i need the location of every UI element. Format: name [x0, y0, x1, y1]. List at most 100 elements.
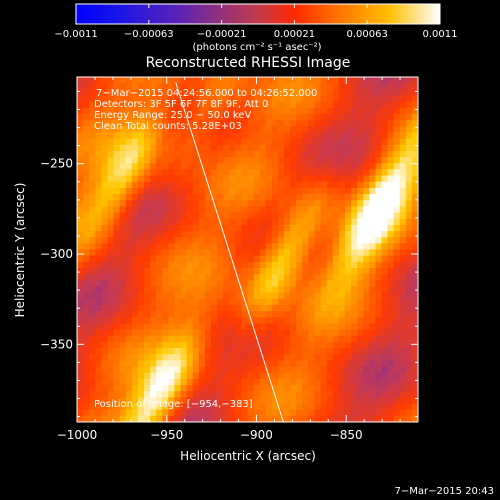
- heatmap-cell: [137, 403, 145, 411]
- heatmap-cell: [411, 218, 418, 226]
- heatmap-cell: [186, 212, 194, 220]
- heatmap-cell: [344, 194, 352, 201]
- heatmap-cell: [369, 409, 376, 417]
- heatmap-cell: [265, 181, 273, 189]
- heatmap-cell: [198, 249, 206, 257]
- heatmap-cell: [217, 138, 224, 146]
- heatmap-cell: [344, 335, 352, 343]
- heatmap-cell: [290, 415, 297, 422]
- heatmap-cell: [405, 163, 413, 171]
- heatmap-cell: [223, 224, 230, 232]
- heatmap-cell: [253, 280, 261, 288]
- heatmap-cell: [296, 360, 303, 368]
- heatmap-cell: [357, 409, 364, 417]
- heatmap-cell: [143, 311, 151, 318]
- heatmap-cell: [338, 150, 346, 158]
- heatmap-cell: [265, 267, 273, 275]
- heatmap-cell: [198, 224, 206, 232]
- heatmap-cell: [290, 95, 297, 103]
- heatmap-cell: [119, 378, 127, 386]
- heatmap-cell: [235, 237, 243, 244]
- heatmap-cell: [314, 212, 322, 220]
- heatmap-cell: [204, 95, 212, 103]
- heatmap-cell: [253, 181, 261, 189]
- heatmap-cell: [399, 175, 407, 183]
- heatmap-cell: [247, 187, 255, 195]
- heatmap-cell: [302, 391, 309, 398]
- heatmap-cell: [338, 372, 346, 380]
- heatmap-cell: [405, 150, 413, 158]
- heatmap-cell: [95, 150, 102, 158]
- heatmap-cell: [344, 372, 352, 380]
- heatmap-cell: [302, 107, 309, 115]
- heatmap-cell: [198, 181, 206, 189]
- heatmap-cell: [320, 95, 328, 103]
- heatmap-cell: [290, 83, 297, 90]
- heatmap-cell: [363, 107, 370, 115]
- heatmap-cell: [284, 280, 291, 288]
- heatmap-cell: [198, 89, 206, 97]
- heatmap-cell: [399, 304, 407, 312]
- heatmap-cell: [381, 378, 389, 386]
- heatmap-cell: [357, 163, 364, 171]
- heatmap-cell: [150, 286, 157, 294]
- heatmap-cell: [393, 113, 401, 121]
- heatmap-cell: [156, 243, 163, 251]
- heatmap-cell: [387, 274, 395, 281]
- heatmap-cell: [223, 95, 230, 103]
- heatmap-cell: [399, 101, 407, 109]
- heatmap-cell: [393, 286, 401, 294]
- heatmap-cell: [369, 101, 376, 109]
- heatmap-cell: [217, 286, 224, 294]
- heatmap-cell: [320, 237, 328, 244]
- heatmap-cell: [223, 329, 230, 337]
- heatmap-cell: [89, 175, 96, 183]
- heatmap-cell: [393, 360, 401, 368]
- heatmap-cell: [284, 144, 291, 152]
- heatmap-cell: [125, 317, 133, 325]
- heatmap-cell: [290, 231, 297, 238]
- heatmap-cell: [95, 107, 102, 115]
- heatmap-cell: [344, 323, 352, 331]
- heatmap-cell: [180, 261, 188, 269]
- heatmap-cell: [204, 415, 212, 422]
- heatmap-cell: [192, 132, 200, 140]
- heatmap-cell: [344, 354, 352, 361]
- heatmap-cell: [320, 120, 328, 127]
- heatmap-cell: [156, 206, 163, 214]
- heatmap-cell: [204, 403, 212, 411]
- heatmap-cell: [83, 415, 90, 422]
- heatmap-cell: [180, 286, 188, 294]
- heatmap-cell: [235, 113, 243, 121]
- heatmap-cell: [223, 243, 230, 251]
- heatmap-cell: [241, 298, 249, 306]
- heatmap-cell: [95, 169, 102, 177]
- heatmap-cell: [162, 181, 169, 189]
- heatmap-cell: [192, 255, 200, 263]
- heatmap-cell: [113, 107, 121, 115]
- heatmap-cell: [198, 194, 206, 201]
- heatmap-cell: [259, 144, 267, 152]
- heatmap-cell: [357, 403, 364, 411]
- heatmap-cell: [217, 274, 224, 281]
- heatmap-cell: [77, 150, 84, 158]
- heatmap-cell: [119, 181, 127, 189]
- heatmap-cell: [393, 95, 401, 103]
- heatmap-cell: [119, 163, 127, 171]
- heatmap-cell: [125, 163, 133, 171]
- heatmap-cell: [95, 255, 102, 263]
- heatmap-cell: [174, 415, 182, 422]
- heatmap-cell: [253, 372, 261, 380]
- heatmap-cell: [332, 200, 340, 207]
- heatmap-cell: [89, 169, 96, 177]
- heatmap-cell: [271, 113, 279, 121]
- heatmap-cell: [271, 132, 279, 140]
- heatmap-cell: [247, 366, 255, 374]
- heatmap-cell: [217, 267, 224, 275]
- heatmap-cell: [198, 243, 206, 251]
- heatmap-cell: [210, 243, 218, 251]
- heatmap-cell: [107, 298, 115, 306]
- heatmap-cell: [302, 83, 309, 90]
- heatmap-cell: [131, 224, 139, 232]
- heatmap-cell: [405, 237, 413, 244]
